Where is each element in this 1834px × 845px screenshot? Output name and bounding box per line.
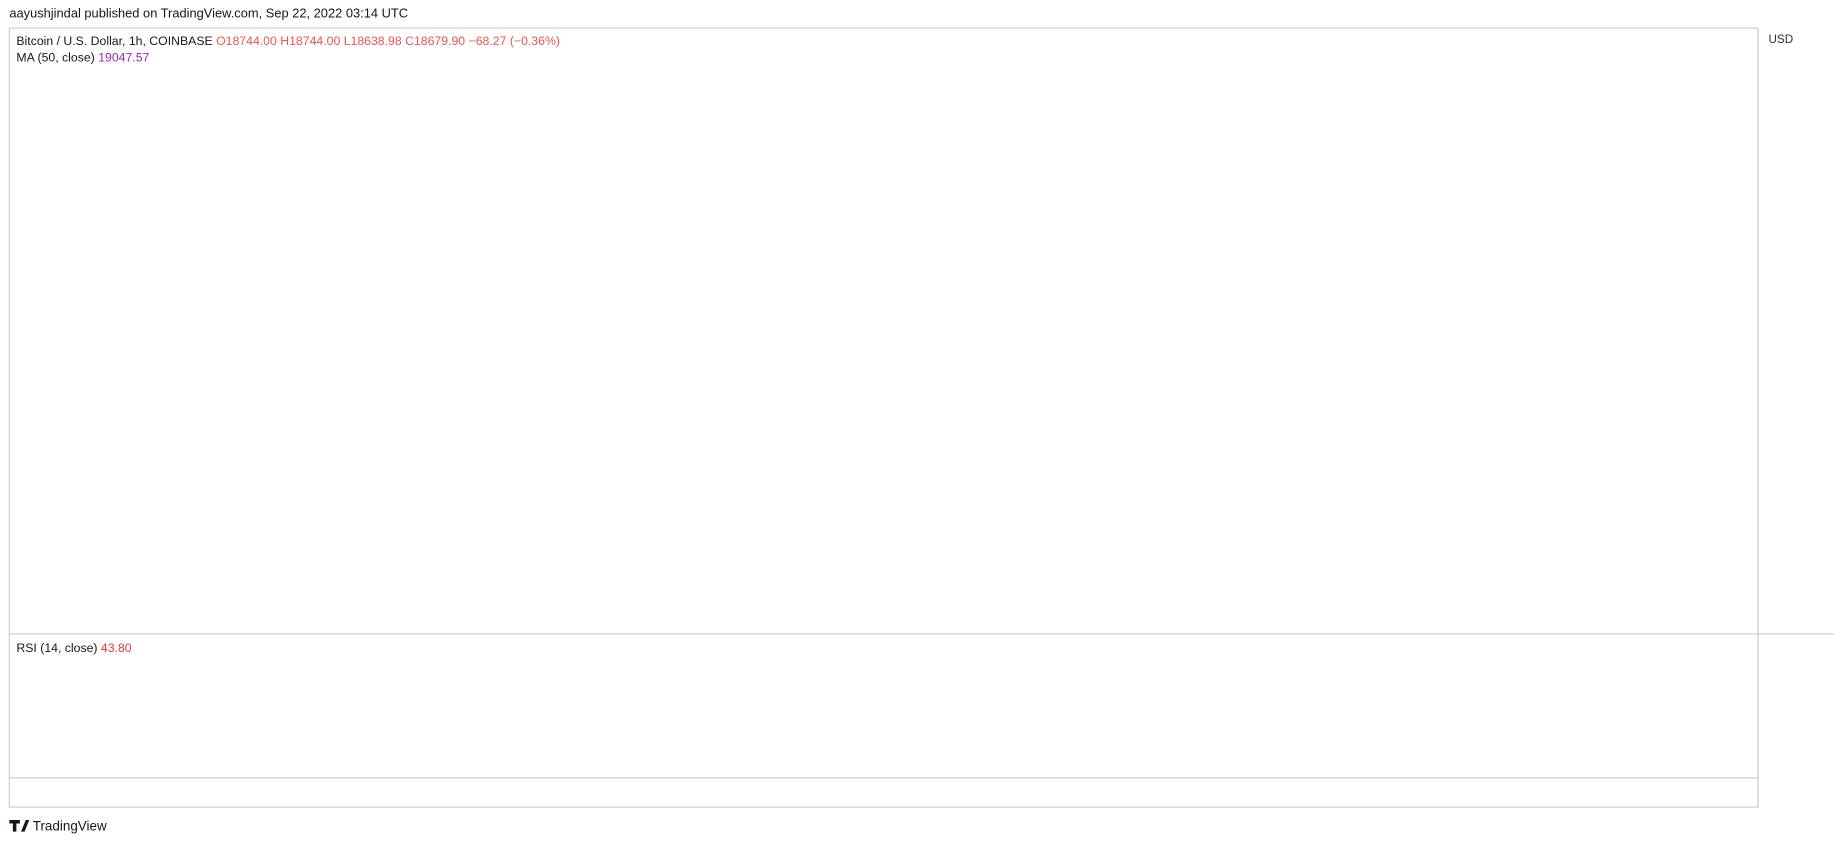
ohlc-change: −68.27 (−0.36%): [469, 34, 560, 48]
legend-main: Bitcoin / U.S. Dollar, 1h, COINBASE O187…: [16, 34, 560, 48]
symbol: Bitcoin / U.S. Dollar, 1h, COINBASE: [16, 34, 212, 48]
rsi-name: RSI (14, close): [16, 641, 97, 655]
tradingview-logo: TradingView: [9, 819, 107, 834]
currency-label: USD: [1769, 33, 1794, 46]
ohlc-low: L18638.98: [344, 34, 402, 48]
footer-brand: TradingView: [33, 819, 107, 834]
ohlc-open: O18744.00: [216, 34, 277, 48]
ohlc-close: C18679.90: [405, 34, 465, 48]
legend-rsi: RSI (14, close) 43.80: [16, 641, 131, 655]
legend-ma: MA (50, close) 19047.57: [16, 51, 149, 65]
ma-last-value: 19047.57: [98, 51, 149, 65]
publisher-header: aayushjindal published on TradingView.co…: [9, 5, 408, 20]
ma-name: MA (50, close): [16, 51, 94, 65]
ohlc-high: H18744.00: [280, 34, 340, 48]
rsi-last-value: 43.80: [101, 641, 132, 655]
